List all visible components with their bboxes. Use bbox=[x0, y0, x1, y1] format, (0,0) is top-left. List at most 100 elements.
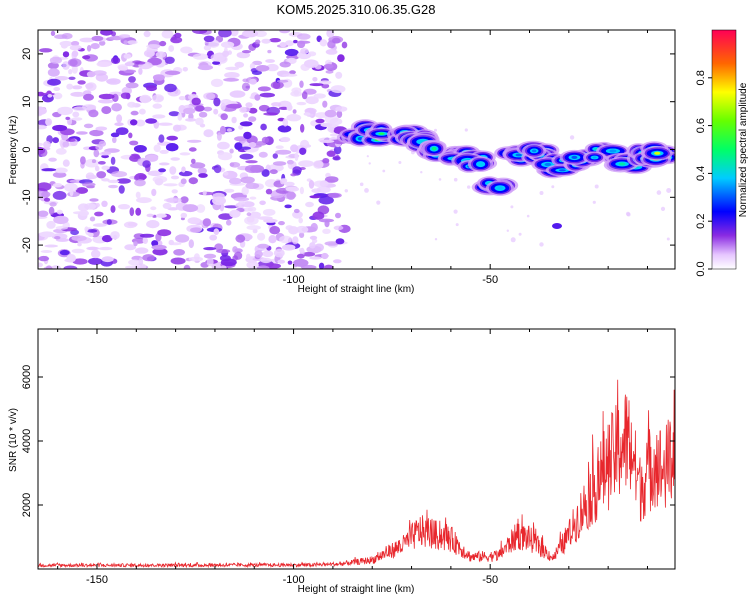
y-tick-label: 10 bbox=[21, 96, 33, 108]
noise-blob bbox=[53, 92, 63, 100]
noise-blob bbox=[317, 205, 330, 215]
noise-blob bbox=[130, 110, 139, 116]
noise-blob bbox=[94, 211, 104, 217]
noise-blob bbox=[179, 152, 191, 156]
noise-blob bbox=[76, 131, 88, 135]
noise-blob bbox=[164, 70, 181, 76]
noise-blob bbox=[52, 171, 67, 178]
noise-blob bbox=[325, 49, 338, 55]
noise-blob bbox=[88, 109, 99, 118]
noise-blob bbox=[434, 238, 438, 241]
noise-blob bbox=[255, 39, 261, 45]
noise-blob bbox=[93, 149, 100, 158]
noise-blob bbox=[290, 173, 297, 177]
noise-blob bbox=[143, 30, 151, 38]
noise-blob bbox=[233, 197, 250, 202]
noise-blob bbox=[300, 48, 309, 55]
noise-blob bbox=[151, 188, 157, 197]
noise-blob bbox=[98, 246, 113, 251]
noise-blob bbox=[162, 202, 172, 209]
noise-blob bbox=[236, 51, 250, 59]
noise-blob bbox=[220, 265, 227, 269]
noise-blob bbox=[368, 162, 371, 165]
noise-blob bbox=[170, 175, 180, 180]
noise-blob bbox=[246, 253, 251, 260]
noise-blob bbox=[172, 124, 182, 132]
noise-blob bbox=[217, 141, 230, 150]
noise-blob bbox=[135, 247, 149, 254]
noise-blob bbox=[254, 250, 263, 258]
noise-blob bbox=[114, 122, 124, 126]
noise-blob bbox=[318, 262, 325, 269]
noise-blob bbox=[289, 70, 296, 75]
noise-blob bbox=[178, 96, 186, 101]
noise-blob bbox=[71, 50, 79, 57]
noise-blob bbox=[660, 206, 666, 211]
noise-blob bbox=[324, 176, 339, 183]
noise-blob bbox=[539, 242, 544, 247]
noise-blob bbox=[203, 129, 214, 138]
noise-blob bbox=[99, 40, 106, 46]
noise-blob bbox=[217, 152, 233, 161]
noise-blob bbox=[258, 151, 268, 158]
noise-blob bbox=[111, 56, 121, 64]
noise-blob bbox=[192, 30, 208, 34]
noise-blob bbox=[307, 51, 317, 57]
noise-blob bbox=[246, 261, 259, 269]
noise-blob bbox=[243, 131, 252, 140]
noise-blob bbox=[146, 220, 160, 229]
noise-blob bbox=[269, 38, 281, 43]
noise-blob bbox=[203, 253, 217, 259]
noise-blob bbox=[82, 182, 96, 187]
noise-blob bbox=[202, 190, 207, 196]
noise-blob bbox=[280, 178, 286, 185]
noise-blob bbox=[261, 136, 269, 144]
noise-blob bbox=[142, 254, 155, 262]
noise-blob bbox=[110, 132, 120, 138]
noise-blob bbox=[77, 80, 86, 85]
noise-blob bbox=[49, 202, 57, 207]
noise-blob bbox=[147, 170, 163, 177]
noise-blob bbox=[129, 207, 135, 217]
noise-blob bbox=[234, 136, 247, 142]
noise-blob bbox=[157, 122, 173, 126]
noise-blob bbox=[296, 253, 305, 259]
noise-blob bbox=[118, 66, 129, 71]
noise-blob bbox=[159, 149, 169, 154]
noise-blob bbox=[298, 217, 304, 224]
noise-blob bbox=[101, 106, 112, 115]
noise-blob bbox=[241, 82, 251, 92]
noise-blob bbox=[322, 100, 328, 108]
noise-blob bbox=[158, 162, 170, 166]
colorbar-tick-label: 0.0 bbox=[695, 261, 707, 276]
noise-blob bbox=[56, 209, 63, 215]
noise-blob bbox=[96, 171, 107, 179]
noise-blob bbox=[256, 265, 270, 269]
noise-blob bbox=[203, 106, 213, 112]
noise-blob bbox=[592, 200, 596, 204]
noise-blob bbox=[321, 252, 329, 260]
noise-blob bbox=[38, 210, 49, 217]
noise-blob bbox=[210, 78, 224, 88]
chart-title: KOM5.2025.310.06.35.G28 bbox=[276, 2, 435, 17]
noise-blob bbox=[330, 85, 346, 94]
noise-blob bbox=[279, 30, 290, 34]
noise-blob bbox=[225, 66, 240, 71]
noise-blob bbox=[158, 134, 165, 143]
noise-blob bbox=[326, 30, 335, 38]
noise-blob bbox=[182, 67, 188, 72]
noise-blob bbox=[259, 92, 275, 98]
noise-blob bbox=[222, 50, 230, 57]
noise-blob bbox=[150, 206, 157, 211]
noise-blob bbox=[128, 132, 133, 139]
noise-blob bbox=[180, 196, 189, 204]
spectrogram-xlabel: Height of straight line (km) bbox=[298, 284, 415, 295]
noise-blob bbox=[209, 234, 218, 241]
noise-blob bbox=[315, 118, 325, 124]
noise-blob bbox=[341, 41, 348, 49]
noise-blob bbox=[247, 206, 257, 212]
noise-blob bbox=[45, 265, 53, 269]
signal-blob bbox=[378, 132, 385, 135]
spectrogram-x-axis: -150 -100 -50 bbox=[57, 30, 648, 286]
noise-blob bbox=[67, 58, 82, 67]
